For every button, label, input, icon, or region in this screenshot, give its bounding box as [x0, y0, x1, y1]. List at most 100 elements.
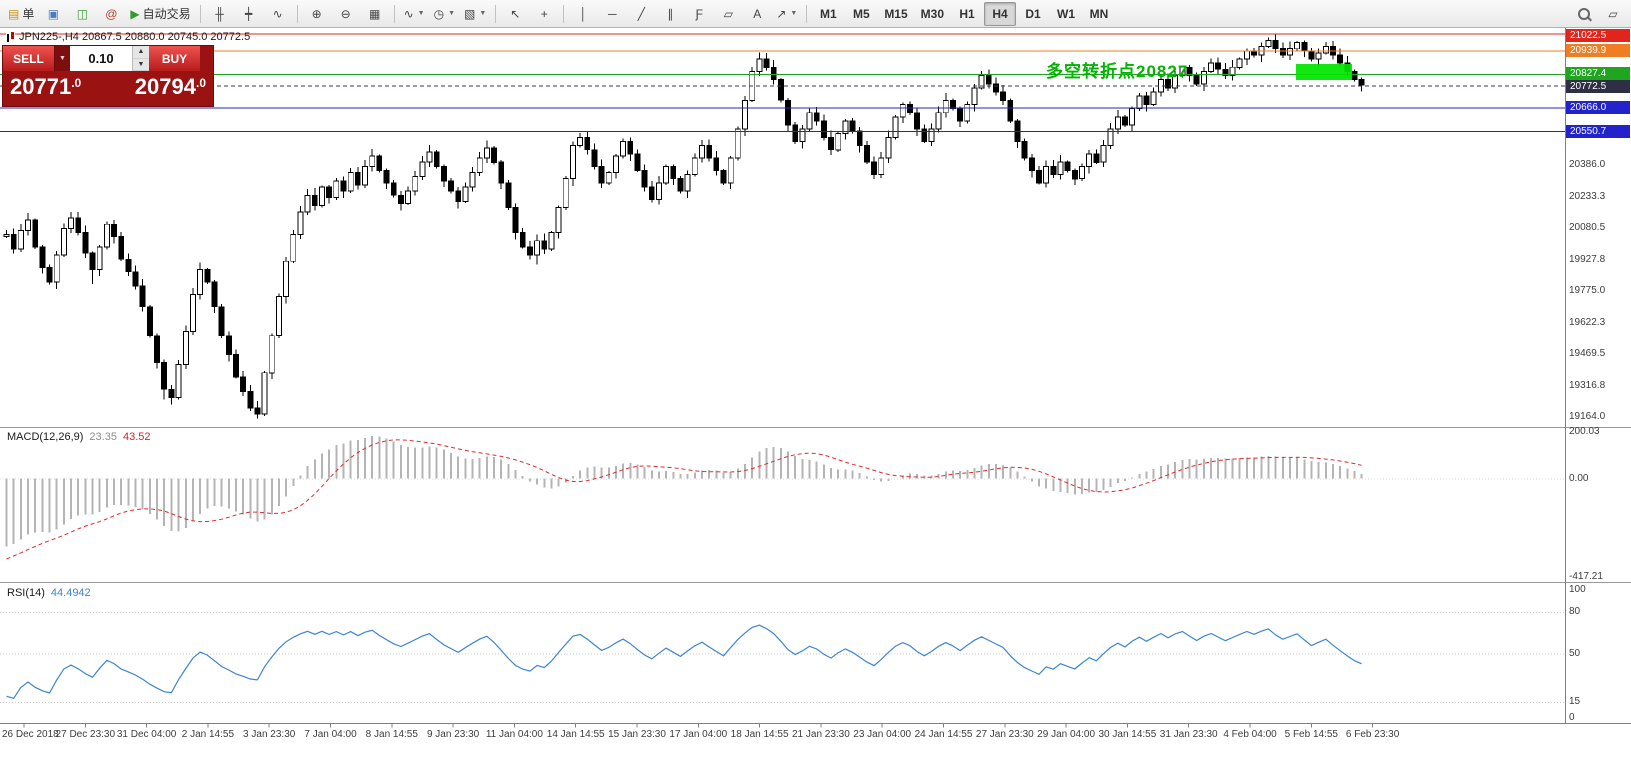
price-axis-label: 19164.0	[1569, 411, 1606, 422]
shapes-button[interactable]: ▱	[714, 2, 742, 26]
line-chart-button[interactable]: ∿	[264, 2, 292, 26]
vertical-line-icon: │	[579, 6, 588, 21]
tile-windows-icon: ▦	[368, 6, 381, 21]
toolbar-separator	[296, 4, 298, 23]
candlestick-icon	[6, 31, 15, 43]
templates-dropdown-button[interactable]: ▧ ▼	[460, 2, 490, 26]
highlight-rectangle[interactable]	[1296, 64, 1352, 80]
time-axis-label: 9 Jan 23:30	[426, 729, 480, 740]
crosshair-button[interactable]: +	[530, 2, 558, 26]
time-axis-label: 2 Jan 14:55	[181, 729, 235, 740]
crosshair-icon: +	[540, 6, 548, 21]
zoom-in-button[interactable]: ⊕	[303, 2, 331, 26]
chevron-down-icon: ▼	[417, 10, 425, 17]
price-line-label[interactable]: 20939.9	[1566, 44, 1630, 57]
sell-price[interactable]: 20771.0	[10, 74, 82, 99]
periods-dropdown-button[interactable]: ◷ ▼	[430, 2, 459, 26]
time-axis-label: 27 Dec 23:30	[55, 729, 116, 740]
timeframe-m1[interactable]: M1	[812, 2, 844, 26]
price-axis-label: 19622.3	[1569, 317, 1606, 328]
vertical-line-button[interactable]: │	[569, 2, 597, 26]
text-label-button[interactable]: A	[743, 2, 771, 26]
autotrading-icon: ▶	[130, 6, 140, 21]
search-button[interactable]	[1570, 2, 1598, 26]
toolbar: ▤ 单 ▣ ◫ @ ▶ 自动交易 ╫ ┿ ∿ ⊕ ⊖ ▦ ∿ ▼ ◷ ▼ ▧ ▼ ↖ + │ ─ ╱ ∥ Ƒ ▱ A ↗ ▼ M1 M5 M15…	[0, 0, 1631, 28]
timeframe-h1[interactable]: H1	[951, 2, 983, 26]
chart-annotation-text[interactable]: 多空转折点20827	[1046, 62, 1189, 81]
sell-button[interactable]: SELL	[3, 46, 54, 71]
time-axis-label: 17 Jan 04:00	[669, 729, 728, 740]
price-line-label[interactable]: 20827.4	[1566, 67, 1630, 80]
new-order-button[interactable]: ▤ 单	[4, 2, 38, 26]
price-axis-label: 20080.5	[1569, 222, 1606, 233]
toolbar-separator	[806, 4, 808, 23]
bar-chart-button[interactable]: ╫	[206, 2, 234, 26]
timeframe-m1-label: M1	[819, 6, 837, 21]
volume-decrease-button[interactable]: ▼	[133, 59, 149, 71]
templates-icon: ▧	[464, 6, 476, 21]
chevron-down-icon: ▼	[448, 10, 456, 17]
time-axis-label: 15 Jan 23:30	[608, 729, 666, 740]
time-axis-label: 21 Jan 23:30	[791, 729, 850, 740]
price-axis-label: 19927.8	[1569, 254, 1606, 265]
price-line-label[interactable]: 20550.7	[1566, 125, 1630, 138]
chart-window-button[interactable]: ▣	[39, 2, 67, 26]
timeframe-m5[interactable]: M5	[845, 2, 877, 26]
rsi-axis-label: 50	[1569, 648, 1581, 659]
macd-name: MACD(12,26,9)	[7, 431, 84, 443]
cursor-button[interactable]: ↖	[501, 2, 529, 26]
cursor-icon: ↖	[510, 6, 521, 21]
arrows-icon: ↗	[776, 6, 787, 21]
toolbar-separator	[393, 4, 395, 23]
timeframe-m15[interactable]: M15	[878, 2, 913, 26]
equidistant-channel-button[interactable]: ∥	[656, 2, 684, 26]
chart-window-icon: ▣	[47, 6, 60, 21]
timeframe-d1[interactable]: D1	[1017, 2, 1049, 26]
market-watch-button[interactable]: ◫	[68, 2, 96, 26]
time-axis-label: 31 Jan 23:30	[1159, 729, 1218, 740]
chevron-down-icon: ▼	[790, 10, 798, 17]
tile-windows-button[interactable]: ▦	[361, 2, 389, 26]
buy-price[interactable]: 20794.0	[134, 74, 206, 99]
autotrading-button[interactable]: ▶ 自动交易	[126, 2, 194, 26]
arrows-dropdown-button[interactable]: ↗ ▼	[772, 2, 801, 26]
volume-increase-button[interactable]: ▲	[133, 46, 149, 59]
chart-title-text: JPN225-,H4 20867.5 20880.0 20745.0 20772…	[19, 31, 251, 43]
layouts-button[interactable]: ▱	[1599, 2, 1627, 26]
trendline-button[interactable]: ╱	[627, 2, 655, 26]
rsi-label: RSI(14) 44.4942	[7, 587, 91, 599]
zoom-out-button[interactable]: ⊖	[332, 2, 360, 26]
candlestick-chart-button[interactable]: ┿	[235, 2, 263, 26]
macd-axis-label: 0.00	[1569, 473, 1589, 484]
navigator-button[interactable]: @	[97, 2, 125, 26]
volume-dropdown-button[interactable]: ▼	[54, 46, 70, 71]
timeframe-mn[interactable]: MN	[1083, 2, 1115, 26]
price-axis-label: 19316.8	[1569, 380, 1606, 391]
equidistant-channel-icon: ∥	[667, 6, 674, 21]
price-line-label[interactable]: 21022.5	[1566, 29, 1630, 42]
time-axis-label: 14 Jan 14:55	[546, 729, 605, 740]
chart-title: JPN225-,H4 20867.5 20880.0 20745.0 20772…	[6, 31, 250, 43]
periods-icon: ◷	[433, 6, 445, 21]
horizontal-line-button[interactable]: ─	[598, 2, 626, 26]
macd-axis-label: 200.03	[1569, 426, 1600, 437]
volume-input[interactable]	[70, 46, 132, 71]
price-line-label[interactable]: 20666.0	[1566, 101, 1630, 114]
buy-button[interactable]: BUY	[149, 46, 200, 71]
timeframe-m30[interactable]: M30	[915, 2, 950, 26]
timeframe-h4[interactable]: H4	[984, 1, 1016, 26]
fibonacci-button[interactable]: Ƒ	[685, 2, 713, 26]
candles-series	[3, 34, 1365, 419]
current-price-label[interactable]: 20772.5	[1566, 80, 1630, 93]
timeframe-w1[interactable]: W1	[1050, 2, 1082, 26]
time-axis-label: 7 Jan 04:00	[304, 729, 357, 740]
timeframe-mn-label: MN	[1089, 6, 1109, 21]
indicators-dropdown-button[interactable]: ∿ ▼	[400, 2, 429, 26]
macd-signal-value: 43.52	[122, 431, 151, 443]
zoom-out-icon: ⊖	[340, 6, 351, 21]
macd-histogram	[5, 436, 1363, 547]
chart-canvas[interactable]	[0, 28, 1631, 774]
time-axis-label: 6 Feb 23:30	[1345, 729, 1400, 740]
layouts-icon: ▱	[1608, 6, 1618, 21]
